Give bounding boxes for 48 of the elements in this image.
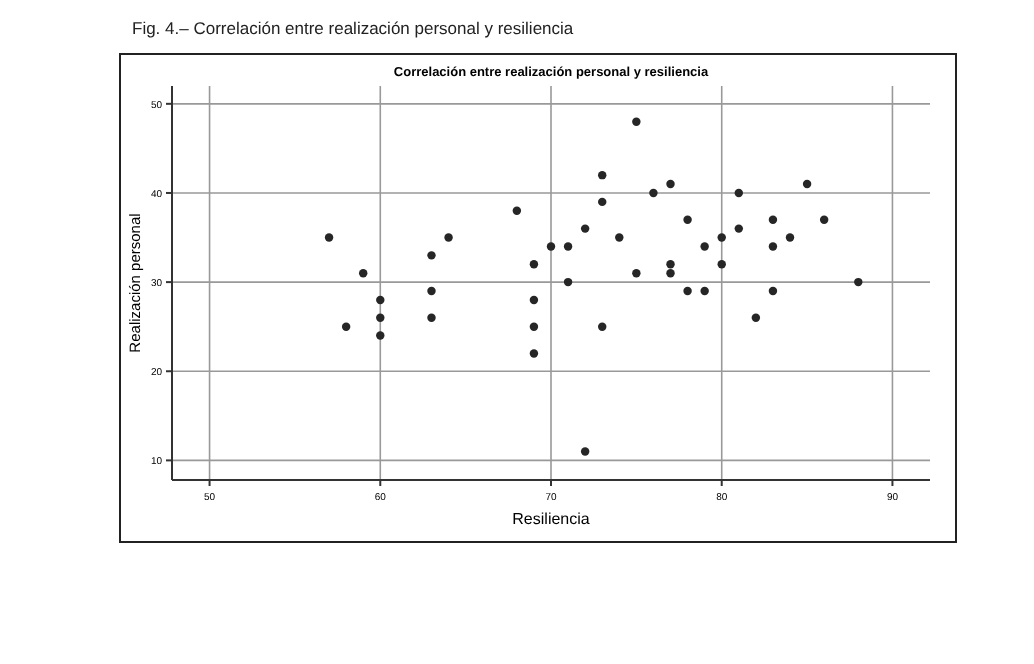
point — [324, 233, 334, 242]
point — [717, 233, 726, 242]
point — [632, 117, 641, 126]
point — [768, 286, 778, 296]
point — [529, 260, 539, 269]
point — [666, 260, 675, 269]
point — [615, 233, 624, 242]
point — [632, 268, 641, 278]
x-axis-title: Resiliencia — [512, 510, 591, 528]
point — [444, 233, 453, 242]
point — [597, 322, 607, 331]
caption: Fig. 4.– Correlación entre realización personal y resiliencia — [132, 18, 574, 38]
point — [427, 313, 436, 322]
point — [768, 215, 778, 224]
point — [854, 277, 863, 287]
point — [529, 322, 539, 331]
point — [580, 224, 590, 233]
point — [512, 206, 522, 216]
point — [734, 224, 744, 233]
point — [734, 188, 744, 198]
point — [427, 286, 436, 296]
point — [717, 260, 726, 269]
point — [785, 233, 795, 242]
point — [376, 331, 385, 340]
point — [529, 349, 539, 358]
point — [700, 242, 709, 251]
point — [546, 242, 556, 251]
point — [376, 295, 385, 305]
point — [751, 313, 761, 322]
point — [683, 286, 692, 296]
point — [597, 170, 607, 180]
point — [819, 215, 829, 224]
point — [700, 286, 709, 296]
point — [649, 188, 658, 198]
point — [563, 277, 573, 287]
point — [683, 215, 692, 224]
point — [666, 268, 675, 278]
point — [376, 313, 385, 322]
point — [341, 322, 351, 331]
point — [580, 447, 590, 456]
point — [358, 268, 368, 278]
point — [666, 179, 675, 189]
point — [802, 179, 812, 189]
point — [529, 295, 539, 305]
point — [427, 251, 436, 260]
point — [597, 197, 607, 207]
point — [563, 242, 573, 251]
point — [768, 242, 778, 251]
